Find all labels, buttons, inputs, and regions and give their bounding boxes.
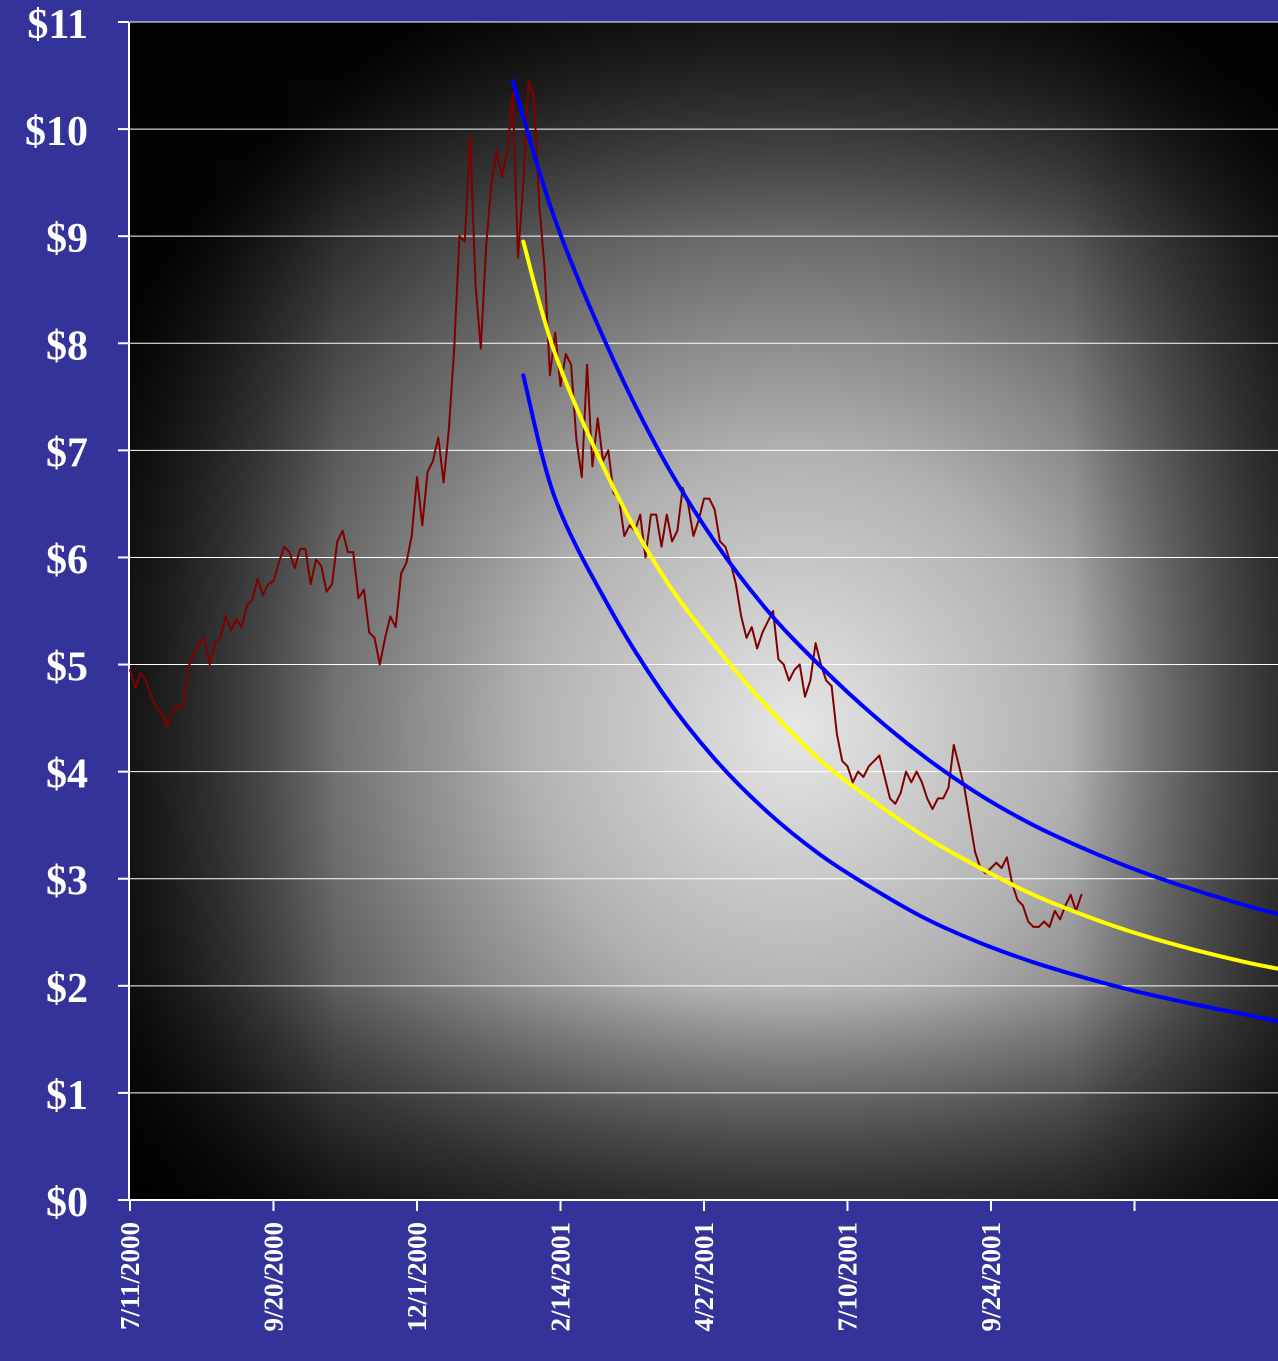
y-tick-label: $6 (46, 537, 88, 583)
x-tick-label: 7/10/2001 (833, 1222, 863, 1332)
x-tick-label: 7/11/2000 (115, 1222, 145, 1330)
y-tick-label: $8 (46, 323, 88, 369)
y-tick-label: $4 (46, 752, 88, 798)
upper-band-line (510, 78, 1278, 917)
y-tick-label: $2 (46, 966, 88, 1012)
y-tick-label: $0 (46, 1180, 88, 1226)
lower-band-line (521, 373, 1278, 1024)
series (129, 78, 1278, 1024)
y-tick-label: $9 (46, 216, 88, 262)
y-tick-label: $10 (25, 109, 88, 155)
y-tick-labels: $0 $1 $2 $3 $4 $5 $6 $7 $8 $9 $10 $11 (25, 2, 129, 1226)
plot-background (130, 22, 1278, 1200)
y-tick-label: $1 (46, 1073, 88, 1119)
price-line (129, 79, 1083, 928)
x-tick-label: 2/14/2001 (546, 1222, 576, 1332)
x-tick-labels: 7/11/2000 9/20/2000 12/1/2000 2/14/2001 4/27… (115, 1200, 1136, 1332)
y-tick-label: $11 (27, 2, 88, 48)
x-tick-label: 12/1/2000 (402, 1222, 432, 1332)
x-tick-label: 9/20/2000 (259, 1222, 289, 1332)
x-tick-label: 9/24/2001 (976, 1222, 1006, 1332)
y-tick-label: $3 (46, 859, 88, 905)
grid-lines (130, 21, 1278, 1094)
y-tick-label: $5 (46, 645, 88, 691)
x-tick-label: 4/27/2001 (689, 1222, 719, 1332)
trend-line (521, 239, 1278, 971)
y-tick-label: $7 (46, 430, 88, 476)
